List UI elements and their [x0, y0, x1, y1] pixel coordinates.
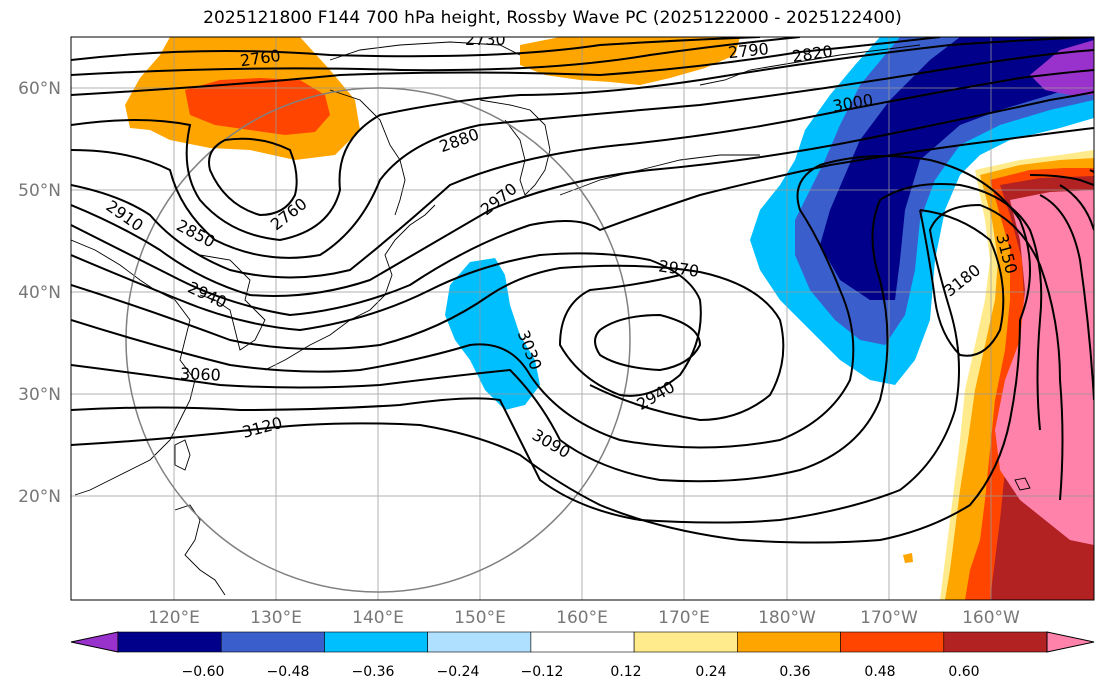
height-contours — [71, 37, 1094, 544]
contour-line — [71, 37, 761, 61]
contour-line — [71, 264, 785, 422]
lat-label: 30°N — [18, 385, 61, 405]
coast-asia-mainland — [71, 239, 196, 496]
colorbar-tick: 0.12 — [610, 664, 641, 680]
contour-line — [1039, 194, 1094, 401]
map-frame — [70, 36, 1095, 601]
map-plot-area: 2760 2760 2790 2820 2880 3000 2910 2850 … — [71, 30, 1094, 600]
coast-alaska — [699, 44, 921, 86]
coast-hawaii — [1014, 477, 1031, 491]
colorbar-tick: −0.36 — [352, 664, 395, 680]
colorbar-segment — [840, 631, 945, 653]
colorbar-tick: −0.60 — [182, 664, 225, 680]
colorbar-segment — [324, 631, 428, 653]
contour-line — [71, 319, 1021, 544]
map-title: 2025121800 F144 700 hPa height, Rossby W… — [203, 8, 902, 28]
shading-positive-northwest-core — [185, 78, 330, 135]
contour-line — [71, 37, 801, 76]
lon-label: 160°E — [556, 608, 608, 628]
colorbar-segment — [737, 631, 841, 653]
contour-line — [71, 203, 1064, 524]
contour-line — [71, 252, 702, 397]
colorbar-segment — [427, 631, 532, 653]
contour-line — [71, 49, 1094, 259]
colorbar-tick: 0.60 — [948, 664, 979, 680]
colorbar-tick: 0.36 — [779, 664, 810, 680]
coast-taiwan — [174, 439, 191, 471]
lon-label: 150°E — [454, 608, 506, 628]
contour-line — [919, 209, 1005, 357]
lon-label: 160°W — [962, 608, 1020, 628]
contour-line — [71, 91, 1094, 297]
shading-positive-southeast-pink — [995, 190, 1094, 545]
lat-label: 40°N — [18, 283, 61, 303]
lon-label: 170°W — [860, 608, 918, 628]
colorbar-segment — [943, 631, 1048, 653]
contour-line — [208, 137, 298, 217]
lon-label: 180°W — [758, 608, 816, 628]
latitude-labels: 60°N 50°N 40°N 30°N 20°N — [18, 79, 61, 507]
colorbar-tick: −0.12 — [521, 664, 564, 680]
contour-line — [594, 313, 702, 372]
coast-korea-china — [199, 254, 266, 351]
contour-label: 3060 — [180, 364, 221, 384]
shading-positive-small-dot — [903, 553, 913, 563]
colorbar-tick: 0.48 — [864, 664, 895, 680]
contour-line — [71, 127, 1094, 317]
contour-line — [1089, 169, 1094, 173]
colorbar-tick-labels: −0.60 −0.48 −0.36 −0.24 −0.12 0.12 0.24 … — [182, 664, 980, 680]
colorbar-segment — [117, 631, 222, 653]
colorbar-tick: −0.24 — [437, 664, 480, 680]
contour-label: 2790 — [727, 39, 769, 62]
colorbar-tick: 0.24 — [695, 664, 726, 680]
contour-line — [1059, 184, 1094, 231]
contour-line — [71, 37, 941, 96]
lon-label: 170°E — [658, 608, 710, 628]
coast-kamchatka — [479, 99, 551, 196]
lat-label: 60°N — [18, 79, 61, 99]
coast-aleutians — [559, 154, 760, 196]
contour-line — [1029, 174, 1094, 186]
colorbar: −0.60 −0.48 −0.36 −0.24 −0.12 0.12 0.24 … — [70, 631, 1095, 680]
lon-label: 120°E — [148, 608, 200, 628]
longitude-labels: 120°E 130°E 140°E 150°E 160°E 170°E 180°… — [148, 608, 1020, 628]
contour-line — [71, 183, 1043, 483]
colorbar-segment — [530, 631, 635, 653]
range-circle — [125, 87, 631, 593]
shading-negative-northeast-extreme — [1030, 40, 1094, 95]
contour-line — [71, 37, 1094, 242]
colorbar-segment — [220, 631, 325, 653]
coastline-layer — [71, 41, 1031, 596]
shading-negative-central — [445, 258, 540, 410]
colorbar-segment — [633, 631, 738, 653]
colorbar-tick: −0.48 — [267, 664, 310, 680]
coast-philippines — [174, 504, 226, 596]
contour-label: 2730 — [465, 30, 506, 49]
coast-okhotsk — [329, 89, 391, 146]
colorbar-segments — [117, 631, 1048, 653]
contour-line — [71, 69, 1094, 279]
contour-line — [71, 155, 1031, 449]
colorbar-arrow-right — [1046, 631, 1095, 653]
coast-sakhalin — [389, 144, 406, 216]
lon-label: 130°E — [250, 608, 302, 628]
colorbar-arrow-left — [70, 631, 119, 653]
lon-label: 140°E — [352, 608, 404, 628]
gridlines — [71, 37, 1094, 600]
coast-siberia-north — [329, 41, 521, 61]
lat-label: 20°N — [18, 487, 61, 507]
lat-label: 50°N — [18, 181, 61, 201]
